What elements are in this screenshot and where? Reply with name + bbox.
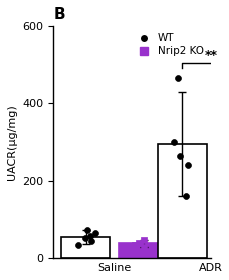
Point: [171, 140, 175, 144]
Legend: WT, Nrip2 KO: WT, Nrip2 KO: [131, 31, 205, 59]
Point: [93, 231, 96, 235]
Point: [185, 163, 189, 167]
Bar: [157, 144, 206, 258]
Point: [141, 245, 145, 249]
Point: [175, 76, 179, 80]
Text: B: B: [53, 7, 65, 22]
Point: [141, 237, 145, 242]
Bar: [215, 216, 229, 258]
Point: [177, 153, 181, 158]
Bar: [61, 237, 110, 258]
Point: [89, 239, 93, 243]
Y-axis label: UACR(μg/mg): UACR(μg/mg): [7, 104, 17, 180]
Point: [82, 236, 86, 240]
Point: [88, 234, 92, 238]
Point: [228, 202, 229, 206]
Point: [75, 242, 79, 247]
Point: [183, 194, 187, 199]
Bar: [119, 244, 167, 258]
Point: [133, 242, 137, 247]
Text: **: **: [204, 49, 217, 62]
Point: [84, 228, 88, 233]
Point: [137, 241, 140, 245]
